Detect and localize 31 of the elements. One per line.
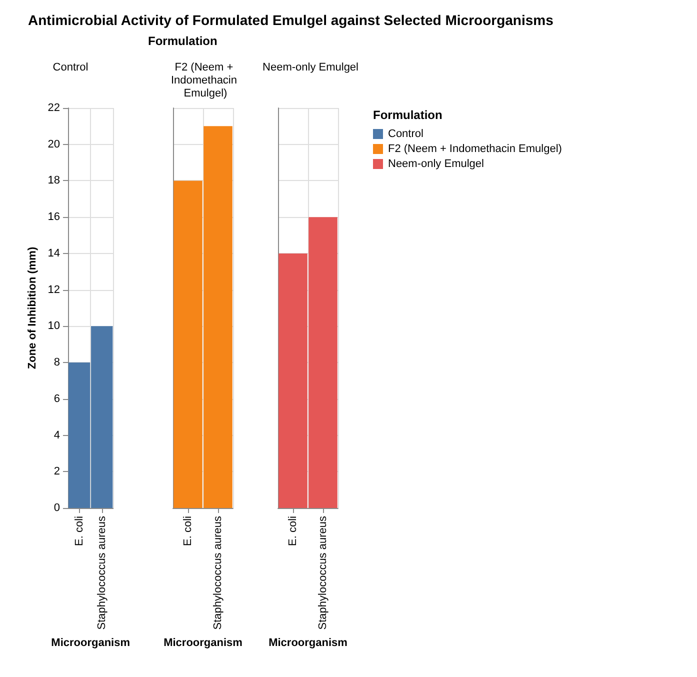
x-tick-label: Staphylococcus aureus [96, 516, 108, 630]
y-tick-label: 14 [48, 247, 60, 260]
y-axis-title: Zone of Inhibition (mm) [26, 246, 38, 370]
text: Control [52, 62, 88, 74]
x-tick-label: E. coli [73, 516, 86, 546]
legend-label: Neem-only Emulgel [388, 158, 484, 170]
chart-title: Neem-only Emulgel [262, 62, 358, 74]
y-tick-label: 12 [48, 284, 60, 296]
x-axis-title: Microorganism [164, 637, 243, 650]
text: F2 (Neem + Indomethacin Emulgel) [170, 62, 240, 100]
y-tick-label: 4 [54, 429, 60, 442]
y-tick-label: 22 [48, 102, 60, 114]
text: Antimicrobial Activity of Formulated Emulgel against Selected Microorganisms [28, 12, 554, 28]
x-tick-label: Staphylococcus aureus [212, 516, 224, 630]
x-axis-title: Microorganism [268, 637, 348, 650]
y-tick-label: 8 [54, 356, 60, 369]
x-tick-label: E. coli [182, 516, 194, 546]
y-tick-label: 10 [48, 320, 60, 332]
legend-title: Formulation [373, 108, 444, 122]
chart-title: Control [388, 128, 424, 140]
y-tick-label: 6 [54, 392, 60, 405]
y-tick-label: 18 [48, 174, 60, 187]
y-tick-label: 16 [48, 211, 60, 224]
x-tick-label: E. coli [287, 516, 299, 546]
y-tick-label: 20 [48, 138, 60, 150]
chart-title: F2 (Neem + Indomethacin Emulgel) [388, 142, 562, 154]
x-axis-title: Microorganism [51, 637, 130, 650]
text: Formulation [148, 34, 218, 48]
y-tick-label: 0 [54, 502, 60, 514]
x-tick-label: Staphylococcus aureus [317, 516, 329, 630]
y-tick-label: 2 [54, 466, 60, 478]
